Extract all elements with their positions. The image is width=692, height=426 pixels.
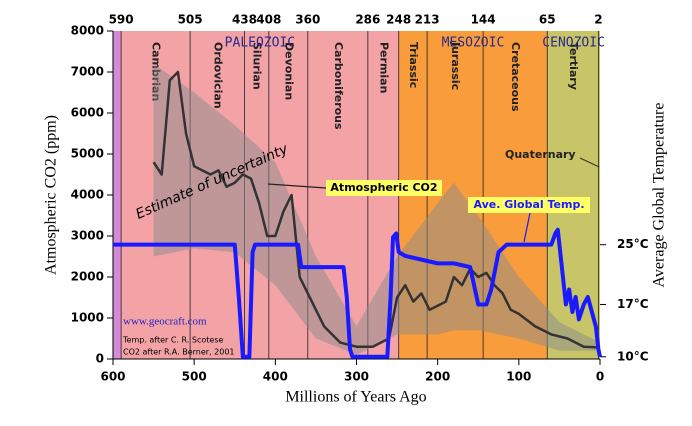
period-label: Permian xyxy=(377,42,390,93)
series-line xyxy=(152,70,601,349)
annotation: www.geocraft.com xyxy=(123,316,207,328)
boundary-label: 590 xyxy=(109,13,134,27)
boundary-label: 2 xyxy=(594,13,602,27)
y-tick-label: 7000 xyxy=(71,65,104,79)
boundary-label: 505 xyxy=(178,13,203,27)
y2-tick-label: 10°C xyxy=(617,349,649,363)
era-label: MESOZOIC xyxy=(442,36,505,51)
x-tick-label: 600 xyxy=(100,370,125,384)
x-tick-label: 300 xyxy=(344,370,369,384)
annotation: CO2 after R.A. Berner, 2001 xyxy=(123,348,235,357)
x-tick-label: 500 xyxy=(182,370,207,384)
boundary-label: 65 xyxy=(539,13,556,27)
y-axis-label: Atmospheric CO2 (ppm) xyxy=(43,115,60,275)
period-label: Ordovician xyxy=(211,42,224,109)
boundary-label: 286 xyxy=(355,13,380,27)
y-tick-label: 0 xyxy=(96,352,104,366)
boundary-label: 213 xyxy=(415,13,440,27)
legend-label: Ave. Global Temp. xyxy=(473,198,584,211)
series-line xyxy=(113,227,602,359)
period-label: Silurian xyxy=(251,42,264,90)
period-label: Tertiary xyxy=(567,42,580,90)
legend-label: Atmospheric CO2 xyxy=(330,181,437,194)
boundary-label: 408 xyxy=(256,13,281,27)
y-tick-label: 2000 xyxy=(71,270,104,284)
period-label: Triassic xyxy=(407,42,420,88)
y2-tick-label: 17°C xyxy=(617,297,649,311)
uncertainty-band xyxy=(153,63,601,355)
era-label: PALEOZOIC xyxy=(225,36,295,51)
period-band xyxy=(598,31,600,359)
y-tick-label: 5000 xyxy=(71,147,104,161)
annotation: Temp. after C. R. Scotese xyxy=(122,336,224,345)
legend-box xyxy=(326,180,442,196)
boundary-label: 360 xyxy=(295,13,320,27)
y2-tick-label: 25°C xyxy=(617,237,649,251)
x-tick-label: 400 xyxy=(263,370,288,384)
y2-axis-label: Average Global Temperature xyxy=(651,103,668,288)
period-label: Carboniferous xyxy=(332,42,345,130)
arrow xyxy=(267,183,327,189)
period-label: Jurassic xyxy=(449,41,462,90)
y-tick-label: 3000 xyxy=(71,229,104,243)
period-band xyxy=(113,31,122,359)
boundary-label: 438 xyxy=(232,13,257,27)
arrow xyxy=(579,157,600,168)
legend-box xyxy=(468,197,590,213)
era-label: CENOZOIC xyxy=(542,36,605,51)
boundary-label: 248 xyxy=(386,13,411,27)
period-label: Cretaceous xyxy=(509,42,522,112)
boundary-label: 144 xyxy=(471,13,496,27)
y-tick-label: 4000 xyxy=(71,188,104,202)
x-axis-label: Millions of Years Ago xyxy=(285,389,426,406)
period-label: Devonian xyxy=(282,42,295,100)
x-tick-label: 100 xyxy=(506,370,531,384)
y-tick-label: 8000 xyxy=(71,24,104,38)
period-label: Quaternary xyxy=(505,148,576,161)
y-tick-label: 1000 xyxy=(71,311,104,325)
arrow xyxy=(523,212,531,243)
y-tick-label: 6000 xyxy=(71,106,104,120)
x-tick-label: 0 xyxy=(596,370,604,384)
x-tick-label: 200 xyxy=(425,370,450,384)
